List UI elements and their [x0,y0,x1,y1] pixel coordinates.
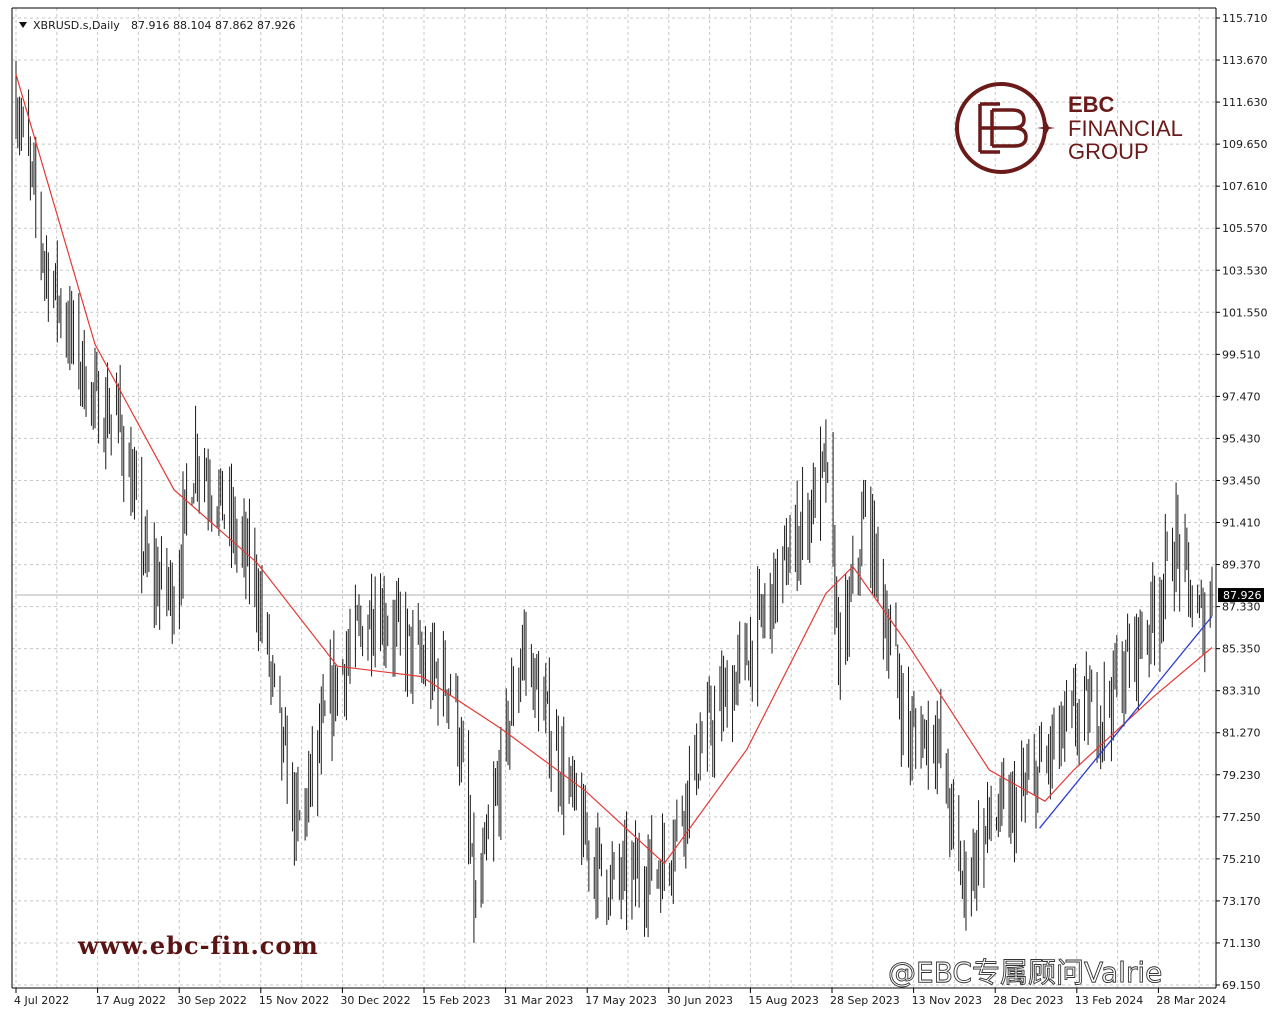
y-tick-label: 113.670 [1222,54,1268,67]
x-tick-label: 28 Mar 2024 [1156,994,1226,1007]
y-tick-label: 79.230 [1222,769,1261,782]
y-tick-label: 91.410 [1222,517,1261,530]
y-tick-label: 111.630 [1222,96,1268,109]
y-tick-label: 103.530 [1222,264,1268,277]
chart-grid [12,8,1216,988]
y-tick-label: 71.130 [1222,937,1261,950]
current-price-box [1218,588,1264,603]
ebc-logo: EBC FINANCIAL GROUP [955,82,1183,174]
moving-average-line [15,74,1213,865]
ebc-monogram-icon [978,102,1028,154]
y-tick-label: 77.250 [1222,811,1261,824]
symbol-dropdown-icon[interactable] [19,22,27,28]
ohlc-bars [15,60,1213,943]
watermark-text: @EBC专属顾问Valrie [888,956,1162,989]
y-tick-label: 81.270 [1222,727,1261,740]
brand-name-group: GROUP [1068,139,1149,164]
x-tick-label: 15 Feb 2023 [422,994,490,1007]
y-tick-label: 107.610 [1222,180,1268,193]
x-tick-label: 30 Sep 2022 [177,994,247,1007]
y-tick-label: 109.650 [1222,138,1268,151]
x-axis-labels: 4 Jul 2022 17 Aug 2022 30 Sep 2022 15 Nov 2… [14,988,1226,1007]
y-tick-label: 87.330 [1222,601,1261,614]
website-label: www.ebc-fin.com [77,931,319,960]
symbol-label[interactable]: XBRUSD.s,Daily [33,19,120,32]
y-tick-label: 115.710 [1222,12,1268,25]
y-tick-label: 69.150 [1222,979,1261,992]
x-tick-label: 17 Aug 2022 [96,994,166,1007]
y-axis-labels: 115.710 113.670 111.630 109.650 107.610 105.5… [1216,12,1268,992]
y-tick-label: 97.470 [1222,390,1261,403]
trendline[interactable] [1039,615,1213,829]
y-tick-label: 93.450 [1222,474,1261,487]
ohlc-values: 87.916 88.104 87.862 87.926 [131,19,295,32]
x-tick-label: 13 Feb 2024 [1075,994,1143,1007]
current-price-label: 87.926 [1223,589,1262,602]
y-tick-label: 75.210 [1222,853,1261,866]
x-tick-label: 31 Mar 2023 [504,994,574,1007]
y-tick-label: 89.370 [1222,559,1261,572]
x-tick-label: 4 Jul 2022 [14,994,69,1007]
y-tick-label: 83.310 [1222,685,1261,698]
sparkle-icon [1037,121,1055,135]
brand-name-financial: FINANCIAL [1068,116,1183,141]
x-tick-label: 13 Nov 2023 [912,994,982,1007]
y-tick-label: 95.430 [1222,432,1261,445]
y-tick-label: 105.570 [1222,222,1268,235]
x-tick-label: 28 Sep 2023 [830,994,900,1007]
x-tick-label: 15 Nov 2022 [259,994,329,1007]
x-tick-label: 15 Aug 2023 [748,994,818,1007]
x-tick-label: 30 Dec 2022 [340,994,410,1007]
y-tick-label: 73.170 [1222,895,1261,908]
x-tick-label: 28 Dec 2023 [993,994,1063,1007]
y-tick-label: 99.510 [1222,348,1261,361]
brand-name-ebc: EBC [1068,92,1115,117]
y-tick-label: 101.550 [1222,306,1268,319]
x-tick-label: 17 May 2023 [585,994,657,1007]
x-tick-label: 30 Jun 2023 [667,994,733,1007]
y-tick-label: 85.350 [1222,643,1261,656]
